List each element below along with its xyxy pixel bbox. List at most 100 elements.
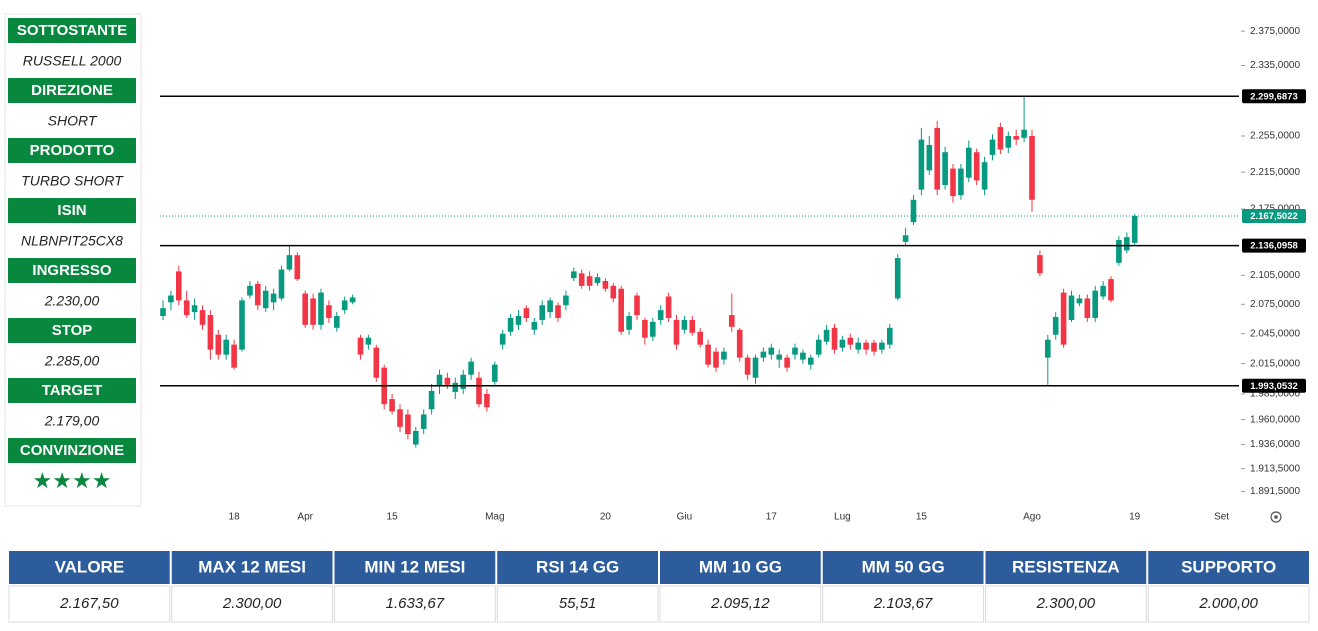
candle-body (547, 300, 553, 313)
y-tick-label: 2.045,0000 (1250, 328, 1300, 339)
table-cell (1147, 585, 1310, 623)
header-text: VALORE (55, 557, 125, 576)
panel-value: 2.285,00 (44, 353, 100, 369)
candle-body (499, 333, 506, 345)
candle-body (420, 414, 427, 429)
candle-body (681, 319, 688, 330)
table-value: 1.633,67 (386, 595, 445, 612)
candle-body (1045, 339, 1051, 358)
candle-body (523, 308, 530, 318)
candle-body (808, 357, 814, 365)
candle-body (910, 199, 917, 223)
level-label: 2.136,0958 (1250, 241, 1298, 252)
candle-body (397, 409, 403, 427)
stats-table: VALORE MAX 12 MESI MIN 12 MESI RSI 14 GG MM … (8, 551, 1310, 623)
candle-body (792, 347, 798, 355)
candle-body (1005, 136, 1012, 148)
candle-body (950, 168, 956, 197)
panel-value: TURBO SHORT (21, 173, 124, 189)
level-label: 1.993,0532 (1250, 381, 1298, 392)
candle-body (823, 329, 830, 342)
candle-body (539, 305, 545, 320)
candle-body (713, 351, 719, 368)
candle-body (492, 364, 498, 382)
candle-body (768, 347, 775, 355)
candle-body (341, 300, 348, 311)
candle-body (286, 255, 293, 270)
panel-value: RUSSELL 2000 (23, 53, 122, 69)
candle-body (981, 162, 988, 190)
x-tick-label: 18 (229, 512, 241, 523)
candle-body (657, 310, 664, 320)
candle-body (871, 342, 877, 352)
candle-body (650, 321, 656, 337)
table-value: 2.167,50 (59, 595, 119, 612)
candle-body (231, 344, 237, 368)
candle-body (326, 305, 332, 318)
x-tick-label: 15 (387, 512, 399, 523)
y-tick-label: 2.015,0000 (1250, 358, 1300, 369)
header-text: MIN 12 MESI (364, 557, 465, 576)
y-tick-label: 2.335,0000 (1250, 60, 1300, 71)
candle-body (255, 283, 261, 306)
candle-body (1116, 239, 1122, 263)
level-label-box (1242, 378, 1306, 393)
candle-body (902, 235, 909, 242)
header-cell (334, 551, 496, 584)
panel-label: PRODOTTO (30, 142, 115, 159)
x-tick-label: 20 (600, 512, 612, 523)
candle-body (183, 300, 190, 316)
header-cell (1148, 551, 1309, 584)
candle-body (571, 271, 577, 279)
x-tick-label: 19 (1129, 512, 1141, 523)
candle-body (879, 342, 885, 350)
candle-body (444, 377, 451, 385)
candle-body (586, 276, 593, 286)
x-tick-label: Giu (677, 512, 693, 523)
header-cell (985, 551, 1147, 584)
candle-body (373, 347, 380, 378)
candle-body (752, 357, 759, 378)
header-text: MAX 12 MESI (198, 557, 306, 576)
y-tick-label: 1.913,5000 (1250, 463, 1300, 474)
candle-body (626, 316, 632, 330)
x-tick-label: Ago (1023, 512, 1041, 523)
header-text: MM 10 GG (699, 557, 782, 576)
candle-body (270, 293, 277, 303)
candle-body (1021, 129, 1027, 138)
level-label-box (1242, 238, 1306, 253)
panel-label-box (8, 438, 136, 463)
level-label: 2.299,6873 (1250, 91, 1298, 102)
y-tick-label: 2.215,0000 (1250, 167, 1300, 178)
candle-body (1060, 292, 1067, 345)
candle-body (389, 399, 395, 412)
candle-body (1037, 255, 1043, 274)
candle-body (223, 339, 229, 355)
candle-body (349, 297, 356, 303)
candle-body (578, 273, 585, 286)
candle-body (997, 127, 1004, 150)
candle-body (1052, 316, 1059, 335)
candle-body (405, 414, 411, 435)
header-cell (9, 551, 170, 584)
panel-label-box (8, 138, 136, 163)
x-tick-label: Apr (297, 512, 313, 523)
y-tick-label: 1.891,5000 (1250, 486, 1300, 497)
y-tick-label: 2.075,0000 (1250, 299, 1300, 310)
candle-body (302, 293, 308, 325)
header-text: RSI 14 GG (536, 557, 619, 576)
candle-body (665, 296, 672, 318)
panel-label-box (8, 18, 136, 43)
candle-body (610, 285, 617, 299)
header-text: RESISTENZA (1012, 557, 1120, 576)
level-label: 2.167,5022 (1250, 211, 1298, 222)
settings-icon[interactable] (1270, 511, 1282, 523)
candle-body (207, 315, 214, 350)
table-cell (8, 585, 171, 623)
table-value: 55,51 (559, 595, 597, 612)
table-cell (496, 585, 659, 623)
candle-body (515, 316, 522, 325)
candle-body (1029, 136, 1035, 200)
x-tick-label: Set (1214, 512, 1229, 523)
candle-body (1068, 295, 1075, 320)
